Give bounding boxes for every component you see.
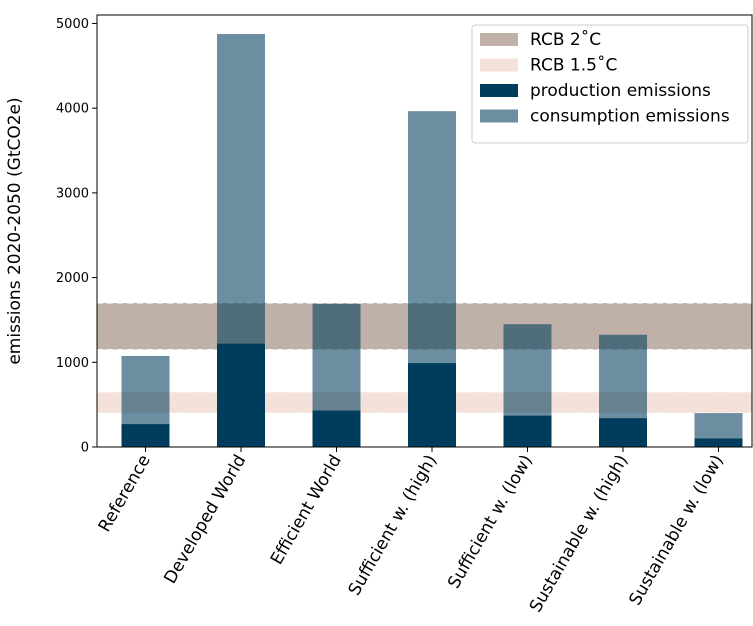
bar-consumption — [217, 34, 265, 447]
x-tick-label: Developed World — [160, 452, 250, 588]
x-tick-label: Sufficient w. (high) — [345, 452, 442, 600]
bar-consumption — [694, 413, 743, 447]
legend-swatch — [480, 109, 518, 123]
legend-box — [471, 24, 749, 144]
y-tick-label: 1000 — [56, 356, 89, 371]
x-tick-label: Reference — [95, 452, 155, 536]
legend-label: RCB 2˚C — [530, 29, 601, 50]
x-axis: Reference Developed World Efficient WorldS… — [95, 447, 728, 616]
x-tick-label: Efficient World — [267, 452, 346, 569]
y-tick-label: 2000 — [56, 271, 89, 286]
bar-consumption — [121, 355, 170, 447]
bar-consumption — [599, 334, 647, 447]
y-axis-title: emissions 2020-2050 (GtCO2e) — [5, 97, 25, 364]
x-tick-label: Sustainable w. (low) — [625, 452, 727, 609]
legend-label: consumption emissions — [530, 107, 730, 127]
legend-label: production emissions — [530, 81, 711, 101]
bars-layer — [121, 34, 743, 447]
x-tick-label: Sufficient w. (low) — [444, 452, 537, 593]
y-tick-label: 4000 — [56, 102, 89, 117]
legend-swatch — [480, 84, 518, 97]
legend-swatch — [480, 33, 518, 46]
legend-label: RCB 1.5˚C — [530, 55, 617, 76]
plot-frame — [96, 14, 753, 448]
x-tick-label: Sustainable w. (high) — [526, 452, 632, 616]
y-tick-label: 5000 — [56, 17, 89, 32]
legend-swatch — [480, 58, 518, 72]
bar-consumption — [408, 111, 456, 447]
bar-consumption — [312, 303, 361, 447]
y-tick-label: 3000 — [56, 186, 89, 201]
legend: RCB 2˚C RCB 1.5˚C production emissions cons… — [471, 24, 749, 144]
bar-consumption — [503, 324, 552, 447]
y-tick-label: 0 — [81, 441, 89, 456]
y-axis: 0 1000 2000 3000 4000 5000 — [56, 17, 97, 456]
